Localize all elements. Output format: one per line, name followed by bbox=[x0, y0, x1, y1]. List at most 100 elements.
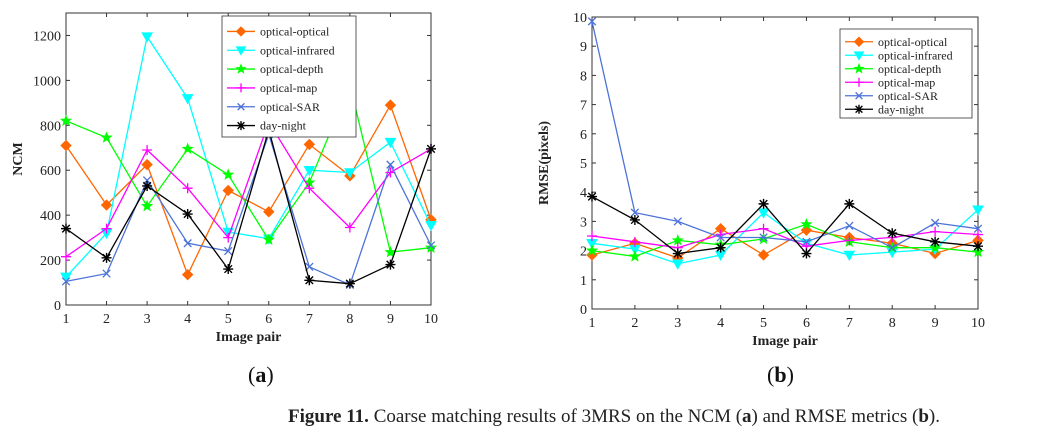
data-point bbox=[61, 223, 71, 234]
series-line bbox=[591, 196, 979, 255]
legend-item: optical-map bbox=[227, 81, 317, 95]
legend-label: optical-map bbox=[878, 75, 935, 89]
data-point-shape bbox=[844, 235, 855, 246]
data-point-shape bbox=[587, 231, 597, 241]
data-point-shape bbox=[385, 259, 396, 270]
data-point bbox=[671, 259, 684, 270]
data-point-shape bbox=[304, 275, 315, 286]
data-point bbox=[930, 226, 941, 237]
data-point-shape bbox=[303, 138, 316, 151]
data-point-shape bbox=[100, 131, 113, 143]
data-point-shape bbox=[973, 229, 983, 240]
data-point bbox=[757, 208, 770, 219]
caption-text-1: Coarse matching results of 3MRS on the N… bbox=[368, 406, 743, 427]
data-point bbox=[628, 250, 641, 262]
data-point-shape bbox=[222, 184, 234, 197]
legend-marker bbox=[855, 91, 863, 100]
y-tick-label: 0 bbox=[54, 299, 61, 314]
data-point bbox=[61, 277, 71, 286]
data-point-shape bbox=[671, 233, 684, 246]
data-point bbox=[671, 233, 684, 246]
data-point bbox=[141, 158, 153, 171]
legend-label: day-night bbox=[878, 102, 925, 116]
data-point-shape bbox=[587, 191, 597, 202]
data-point bbox=[344, 168, 356, 179]
data-point bbox=[223, 232, 234, 243]
data-point bbox=[141, 199, 154, 212]
series-line bbox=[65, 34, 432, 278]
data-point-shape bbox=[844, 198, 855, 209]
x-axis-label: Image pair bbox=[216, 330, 282, 345]
data-point bbox=[222, 168, 235, 180]
legend-marker bbox=[854, 77, 864, 87]
data-point-shape bbox=[801, 248, 812, 259]
data-point-shape bbox=[182, 209, 193, 220]
series-line bbox=[591, 227, 979, 259]
data-point bbox=[344, 222, 355, 233]
data-point bbox=[888, 243, 897, 252]
data-point-shape bbox=[183, 239, 192, 248]
data-point-shape bbox=[759, 233, 768, 242]
legend-marker bbox=[237, 102, 245, 111]
x-tick-label: 7 bbox=[306, 312, 313, 327]
data-point-shape bbox=[141, 199, 154, 212]
data-point bbox=[930, 236, 941, 247]
data-point bbox=[971, 245, 985, 258]
series-line bbox=[65, 132, 432, 286]
data-point bbox=[142, 180, 153, 191]
data-point-shape bbox=[59, 114, 73, 127]
data-point bbox=[973, 229, 983, 240]
series-line bbox=[65, 82, 432, 253]
data-point-shape bbox=[972, 205, 984, 216]
data-point bbox=[101, 252, 112, 263]
data-point bbox=[629, 236, 640, 247]
legend-marker-shape bbox=[235, 46, 247, 56]
x-tick-label: 3 bbox=[674, 316, 681, 331]
data-point bbox=[59, 114, 73, 127]
legend-marker bbox=[236, 83, 246, 93]
y-axis-label: NCM bbox=[11, 142, 26, 175]
data-point-shape bbox=[61, 251, 71, 262]
data-point bbox=[100, 131, 113, 143]
data-point-shape bbox=[142, 180, 153, 191]
data-point-shape bbox=[61, 223, 71, 234]
legend-marker-shape bbox=[237, 102, 245, 111]
data-point bbox=[60, 139, 72, 152]
y-tick-label: 200 bbox=[40, 254, 61, 269]
legend-marker-shape bbox=[236, 83, 246, 93]
data-point-shape bbox=[141, 158, 153, 171]
data-point bbox=[181, 268, 194, 281]
legend-label: optical-depth bbox=[878, 62, 941, 76]
data-point bbox=[587, 17, 597, 26]
data-point-shape bbox=[224, 246, 233, 256]
legend-marker bbox=[235, 63, 247, 74]
data-point-shape bbox=[971, 245, 985, 258]
data-point bbox=[181, 142, 194, 155]
data-point-shape bbox=[303, 165, 316, 177]
y-tick-label: 1000 bbox=[33, 74, 61, 89]
data-point-shape bbox=[671, 259, 684, 270]
y-tick-label: 8 bbox=[580, 69, 587, 84]
data-point-shape bbox=[757, 249, 770, 261]
data-point bbox=[182, 183, 193, 194]
data-point-shape bbox=[60, 139, 72, 152]
data-point-shape bbox=[843, 250, 856, 261]
data-point bbox=[585, 244, 599, 256]
data-point-shape bbox=[181, 268, 194, 281]
data-point bbox=[60, 272, 72, 283]
x-tick-label: 4 bbox=[717, 316, 724, 331]
data-point-shape bbox=[60, 272, 72, 283]
legend-marker-shape bbox=[235, 63, 247, 74]
data-point bbox=[141, 32, 153, 43]
x-tick-label: 7 bbox=[846, 316, 853, 331]
legend-label: optical-infrared bbox=[878, 48, 953, 62]
data-point bbox=[61, 251, 71, 262]
ncm-chart: 1 2 3 4 5 6 7 8 9 10 0 200 400 600 800 1000 1200 Image pa… bbox=[11, 12, 438, 345]
y-tick-label: 800 bbox=[40, 119, 61, 134]
data-point bbox=[887, 228, 898, 239]
data-point bbox=[384, 137, 397, 149]
legend-marker-shape bbox=[854, 104, 864, 114]
data-point-shape bbox=[758, 198, 769, 209]
x-tick-label: 5 bbox=[225, 312, 232, 327]
caption-ref-a: a bbox=[742, 406, 752, 427]
